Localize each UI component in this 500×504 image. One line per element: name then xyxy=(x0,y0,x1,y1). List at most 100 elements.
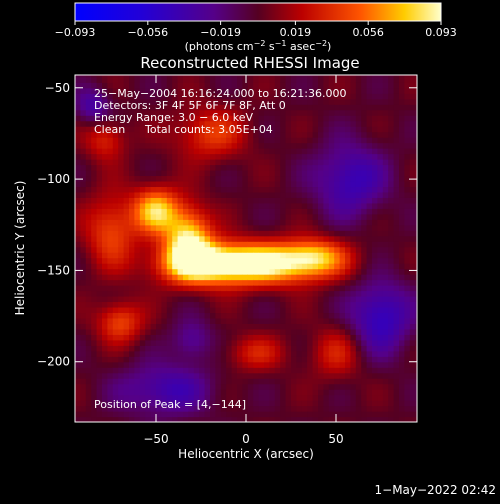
heatmap-cell xyxy=(399,263,405,270)
heatmap-cell xyxy=(274,317,281,324)
heatmap-cell xyxy=(139,372,146,379)
heatmap-cell xyxy=(183,279,189,286)
heatmap-cell xyxy=(339,213,346,220)
heatmap-cell xyxy=(323,306,330,314)
heatmap-cell xyxy=(350,109,357,116)
heatmap-cell xyxy=(134,142,141,149)
heatmap-cell xyxy=(393,389,400,396)
heatmap-cell xyxy=(112,301,119,308)
heatmap-cell xyxy=(323,219,330,226)
heatmap-cell xyxy=(183,180,189,188)
heatmap-cell xyxy=(388,339,395,346)
heatmap-cell xyxy=(328,235,335,242)
heatmap-cell xyxy=(112,180,119,188)
heatmap-cell xyxy=(172,224,179,231)
heatmap-cell xyxy=(118,295,125,303)
heatmap-cell xyxy=(220,257,227,264)
heatmap-cell xyxy=(264,76,270,83)
heatmap-cell xyxy=(161,246,168,253)
heatmap-cell xyxy=(107,202,114,209)
heatmap-cell xyxy=(123,416,130,422)
heatmap-cell xyxy=(404,328,411,335)
heatmap-cell xyxy=(199,350,206,357)
heatmap-cell xyxy=(274,361,281,368)
heatmap-cell xyxy=(91,82,98,89)
heatmap-cell xyxy=(355,224,362,231)
heatmap-cell xyxy=(183,115,189,122)
heatmap-cell xyxy=(296,115,303,122)
heatmap-cell xyxy=(139,186,146,193)
heatmap-cell xyxy=(112,295,119,303)
heatmap-cell xyxy=(102,356,108,363)
heatmap-cell xyxy=(118,202,125,209)
heatmap-cell xyxy=(199,159,206,166)
heatmap-cell xyxy=(334,268,341,275)
heatmap-cell xyxy=(96,356,103,363)
heatmap-cell xyxy=(156,186,162,193)
heatmap-cell xyxy=(377,191,384,198)
heatmap-cell xyxy=(307,153,314,160)
heatmap-cell xyxy=(188,82,195,89)
heatmap-cell xyxy=(296,268,303,275)
heatmap-cell xyxy=(156,252,162,259)
heatmap-cell xyxy=(247,213,254,220)
heatmap-cell xyxy=(123,235,130,242)
heatmap-cell xyxy=(139,148,146,155)
heatmap-cell xyxy=(399,306,405,314)
heatmap-cell xyxy=(145,361,152,368)
heatmap-cell xyxy=(253,98,260,105)
heatmap-cell xyxy=(172,213,179,220)
heatmap-cell xyxy=(372,295,378,303)
heatmap-cell xyxy=(96,180,103,188)
heatmap-cell xyxy=(139,246,146,253)
heatmap-cell xyxy=(188,317,195,324)
heatmap-cell xyxy=(242,219,249,226)
heatmap-cell xyxy=(91,148,98,155)
heatmap-cell xyxy=(361,312,368,319)
heatmap-cell xyxy=(264,290,270,297)
heatmap-cell xyxy=(388,290,395,297)
heatmap-cell xyxy=(231,186,238,193)
heatmap-cell xyxy=(247,180,254,188)
heatmap-cell xyxy=(291,312,297,319)
heatmap-cell xyxy=(328,87,335,94)
heatmap-cell xyxy=(204,180,211,188)
heatmap-cell xyxy=(399,394,405,401)
heatmap-cell xyxy=(215,175,222,182)
heatmap-cell xyxy=(96,383,103,390)
heatmap-cell xyxy=(118,93,125,100)
heatmap-cell xyxy=(253,202,260,209)
heatmap-cell xyxy=(350,394,357,401)
heatmap-cell xyxy=(280,109,287,116)
heatmap-cell xyxy=(210,361,216,368)
heatmap-cell xyxy=(350,389,357,396)
heatmap-cell xyxy=(409,186,416,193)
heatmap-cell xyxy=(215,169,222,177)
heatmap-cell xyxy=(323,328,330,335)
heatmap-cell xyxy=(296,219,303,226)
heatmap-cell xyxy=(134,263,141,270)
heatmap-cell xyxy=(285,416,292,422)
heatmap-cell xyxy=(307,274,314,281)
heatmap-cell xyxy=(242,416,249,422)
heatmap-cell xyxy=(334,191,341,198)
heatmap-cell xyxy=(183,202,189,209)
heatmap-cell xyxy=(123,257,130,264)
heatmap-cell xyxy=(123,356,130,363)
heatmap-cell xyxy=(334,328,341,335)
heatmap-cell xyxy=(102,169,108,177)
heatmap-cell xyxy=(118,361,125,368)
heatmap-cell xyxy=(75,312,81,319)
heatmap-cell xyxy=(231,356,238,363)
heatmap-cell xyxy=(296,361,303,368)
heatmap-cell xyxy=(415,389,417,396)
heatmap-cell xyxy=(247,115,254,122)
heatmap-cell xyxy=(388,279,395,286)
heatmap-cell xyxy=(231,197,238,204)
heatmap-cell xyxy=(237,252,243,259)
heatmap-cell xyxy=(334,263,341,270)
heatmap-cell xyxy=(345,263,351,270)
heatmap-cell xyxy=(301,164,308,171)
heatmap-cell xyxy=(145,285,152,292)
heatmap-cell xyxy=(258,219,265,226)
